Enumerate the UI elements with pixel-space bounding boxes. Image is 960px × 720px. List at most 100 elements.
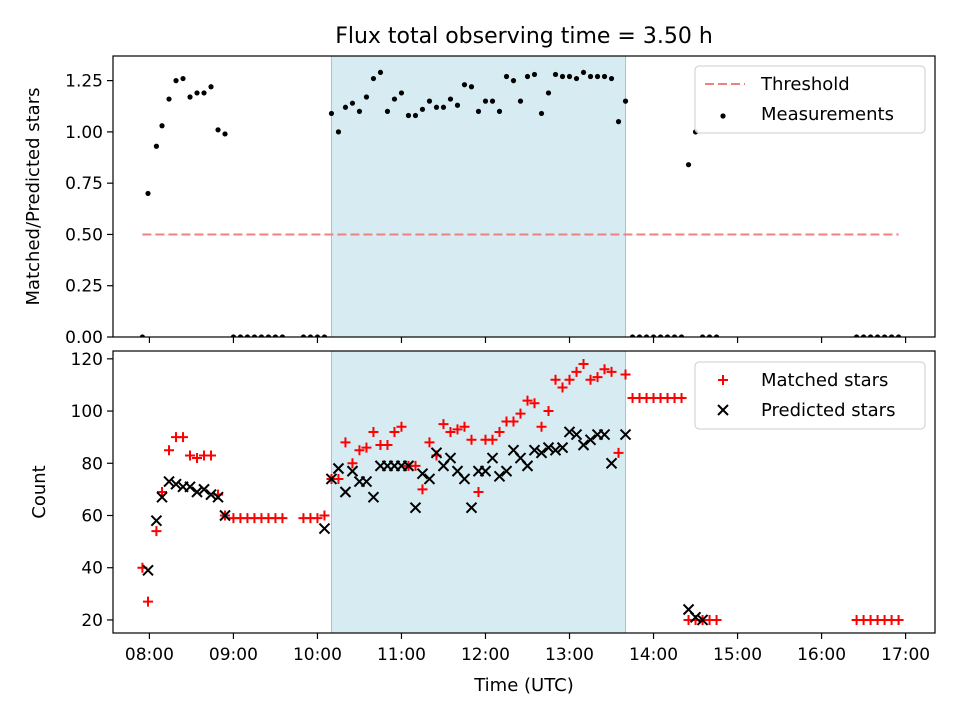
legend-box xyxy=(694,65,926,134)
measurements-point xyxy=(545,90,552,96)
predicted-stars-point xyxy=(598,428,611,441)
legend-label: Matched stars xyxy=(761,370,888,391)
measurements-point xyxy=(587,73,594,80)
matched-stars-point xyxy=(361,442,372,453)
x-tick-label: 14:00 xyxy=(629,645,678,665)
matched-stars-point xyxy=(613,447,624,458)
matched-stars-point xyxy=(178,432,189,443)
measurements-point xyxy=(573,75,580,82)
measurements-point xyxy=(510,78,517,84)
matched-stars-point xyxy=(333,473,344,484)
predicted-stars-point xyxy=(563,426,576,438)
matched-stars-point xyxy=(585,374,596,385)
predicted-stars-point xyxy=(198,483,210,496)
matched-stars-point xyxy=(494,426,505,437)
y-tick-label: 80 xyxy=(81,454,103,474)
matched-stars-point xyxy=(606,366,617,377)
predicted-stars-point xyxy=(535,447,548,459)
predicted-stars-point xyxy=(150,515,163,527)
predicted-stars-point xyxy=(444,452,457,464)
matched-stars-point xyxy=(466,434,477,445)
shaded-region xyxy=(330,55,627,338)
measurements-point xyxy=(314,334,321,337)
measurements-point xyxy=(342,104,349,110)
measurements-point xyxy=(888,334,895,337)
y-tick-label: 120 xyxy=(71,350,103,370)
matched-stars-point xyxy=(424,437,435,448)
legend-box xyxy=(694,361,926,430)
measurements-point xyxy=(258,334,265,337)
predicted-stars-point xyxy=(416,468,429,480)
measurements-point xyxy=(377,69,384,76)
measurements-point xyxy=(251,334,258,337)
measurements-point xyxy=(335,129,342,135)
measurements-point xyxy=(678,334,685,337)
measurements-point xyxy=(601,73,608,80)
measurements-point xyxy=(279,334,286,337)
predicted-stars-point xyxy=(332,462,345,475)
count-panel: 20 40 60 80 100 120 08:00 09:00 10:00 11:00 12:00 1… xyxy=(29,350,936,665)
predicted-stars-point xyxy=(325,473,338,485)
measurements-point xyxy=(622,98,629,104)
measurements-point xyxy=(706,334,713,337)
measurements-point xyxy=(713,334,720,337)
predicted-stars-point xyxy=(184,481,196,493)
measurements-point xyxy=(321,334,328,337)
legend-marker xyxy=(718,375,728,385)
measurements-point xyxy=(440,104,447,110)
predicted-stars-point xyxy=(142,564,154,577)
measurements-point xyxy=(580,69,587,76)
plot-frame xyxy=(112,350,936,634)
predicted-stars-point xyxy=(619,428,632,441)
measurements-point xyxy=(475,108,482,114)
measurements-point xyxy=(650,334,657,337)
measurements-point xyxy=(895,334,902,337)
legend-label: Predicted stars xyxy=(761,400,895,421)
measurements-point xyxy=(552,71,559,78)
matched-stars-point xyxy=(192,453,203,464)
measurements-point xyxy=(531,71,538,78)
matched-stars-point xyxy=(508,416,519,427)
measurements-point xyxy=(489,98,496,104)
predicted-stars-point xyxy=(212,491,224,503)
y-tick-label: 0.75 xyxy=(65,174,103,194)
measurements-point xyxy=(468,84,475,90)
measurements-point xyxy=(664,334,671,337)
predicted-stars-point xyxy=(479,465,492,477)
matched-stars-point xyxy=(185,450,196,461)
x-tick-label: 17:00 xyxy=(881,645,930,665)
y-tick-label: 40 xyxy=(81,559,103,579)
y-tick-label: 0.00 xyxy=(65,328,103,348)
x-tick-label: 16:00 xyxy=(797,645,846,665)
measurements-point xyxy=(461,82,468,88)
matched-stars-point xyxy=(550,374,561,385)
measurements-point xyxy=(300,334,307,337)
matched-stars-point xyxy=(529,398,540,409)
matched-stars-point xyxy=(143,596,154,607)
predicted-stars-point xyxy=(493,470,506,483)
x-tick-label: 11:00 xyxy=(377,645,426,665)
x-tick-label: 15:00 xyxy=(713,645,762,665)
legend: Threshold Measurements xyxy=(694,65,926,134)
predicted-stars-point xyxy=(696,614,709,626)
predicted-stars-point xyxy=(486,452,499,464)
x-tick-label: 10:00 xyxy=(293,645,342,665)
measurements-point xyxy=(166,96,172,102)
predicted-stars-point xyxy=(170,478,182,490)
matched-stars-point xyxy=(452,424,463,435)
predicted-stars-point xyxy=(500,465,513,477)
matched-stars-point xyxy=(417,484,428,495)
measurements-point xyxy=(524,73,531,80)
legend-label: Measurements xyxy=(761,104,894,125)
measurements-point xyxy=(412,112,419,119)
y-axis-label: Count xyxy=(29,465,50,518)
matched-stars-point xyxy=(578,359,589,370)
matched-stars-point xyxy=(557,382,568,393)
measurements-point xyxy=(349,100,356,106)
x-tick-label: 13:00 xyxy=(545,645,594,665)
y-tick-label: 20 xyxy=(81,611,103,631)
x-tick-label: 12:00 xyxy=(461,645,510,665)
matched-stars-point xyxy=(382,440,393,450)
measurements-point xyxy=(559,73,566,80)
measurements-point xyxy=(874,334,881,337)
